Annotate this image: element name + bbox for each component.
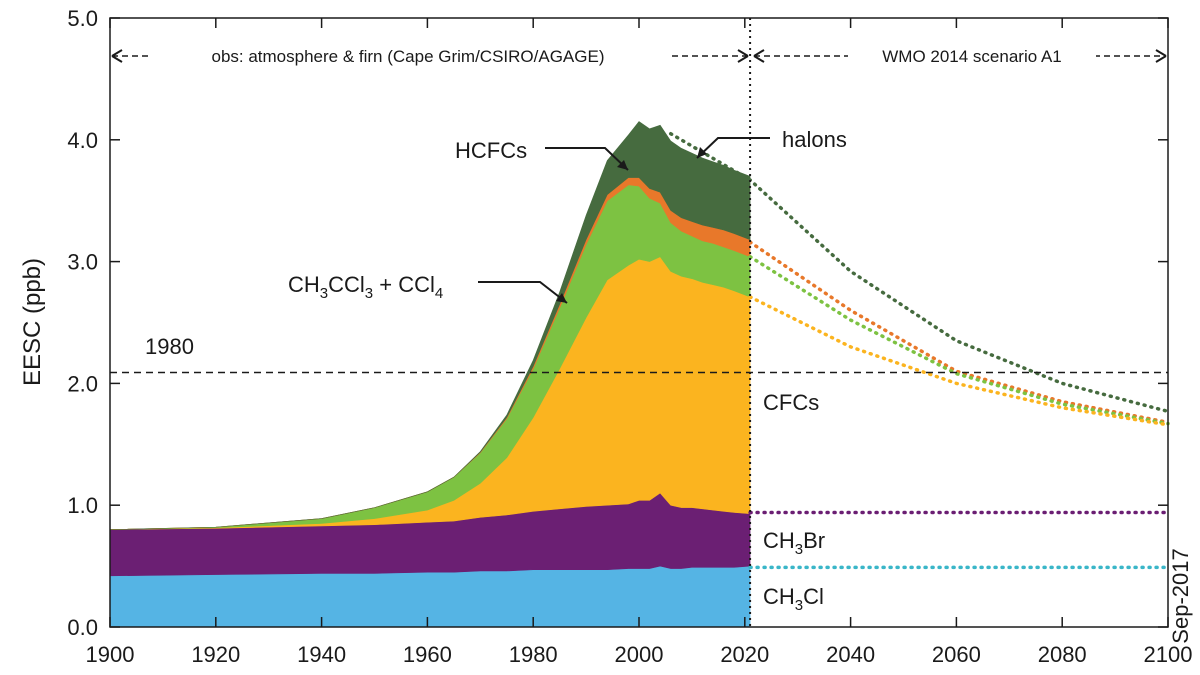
- x-tick-label: 2100: [1144, 642, 1193, 667]
- y-axis-label: EESC (ppb): [19, 258, 46, 386]
- y-tick-label: 4.0: [67, 128, 98, 153]
- x-tick-label: 1920: [191, 642, 240, 667]
- y-tick-label: 3.0: [67, 250, 98, 275]
- projection-ch3ccl3-top: [748, 254, 1170, 426]
- area-cfcs: [109, 256, 751, 530]
- reference-1980-label: 1980: [145, 334, 194, 359]
- scenario-span-label-bg: [848, 42, 1096, 70]
- ch3cl-label: CH3Cl: [763, 584, 824, 614]
- y-tick-label: 0.0: [67, 615, 98, 640]
- halons-arrowhead: [697, 147, 707, 158]
- ch3ccl3-ccl4-label: CH3CCl3 + CCl4: [288, 272, 443, 302]
- hcfcs-arrowhead: [617, 160, 628, 170]
- projection-hcfcs-top: [748, 240, 1170, 425]
- scenario-span-arrows: [753, 49, 1167, 63]
- x-tick-label: 2060: [932, 642, 981, 667]
- projection-lines: [668, 131, 1170, 570]
- y-tick-label: 5.0: [67, 6, 98, 31]
- area-halons: [109, 121, 751, 530]
- x-tick-label: 1900: [86, 642, 135, 667]
- ch3ccl3-ccl4-arrow: [478, 281, 568, 304]
- ch3br-label: CH3Br: [763, 528, 825, 558]
- scenario-span-label: WMO 2014 scenario A1: [882, 47, 1062, 66]
- projection-cfcs-top: [748, 295, 1170, 427]
- ch3ccl3-ccl4-arrowhead: [556, 293, 567, 303]
- y-tick-label: 1.0: [67, 493, 98, 518]
- period-spans: obs: atmosphere & firn (Cape Grim/CSIRO/…: [111, 42, 1167, 70]
- y-tick-label: 2.0: [67, 371, 98, 396]
- x-tick-label: 1980: [509, 642, 558, 667]
- halons-label: halons: [782, 127, 847, 152]
- x-tick-label: 2080: [1038, 642, 1087, 667]
- x-tick-label: 1960: [403, 642, 452, 667]
- x-tick-label: 2020: [720, 642, 769, 667]
- cfcs-label: CFCs: [763, 390, 819, 415]
- x-tick-label: 2040: [826, 642, 875, 667]
- x-tick-label: 1940: [297, 642, 346, 667]
- stacked-areas: [109, 121, 751, 628]
- axis-ticks: 1900 1920 1940 1960 1980 2000 2020 2040 2060 2080…: [67, 6, 1192, 667]
- area-ch3cl: [109, 565, 751, 628]
- date-stamp: Sep-2017: [1168, 548, 1193, 643]
- observed-span-label-bg: [148, 42, 668, 70]
- hcfcs-label: HCFCs: [455, 138, 527, 163]
- observed-span-arrows: [111, 49, 749, 63]
- x-tick-label: 2000: [615, 642, 664, 667]
- observed-span-label: obs: atmosphere & firn (Cape Grim/CSIRO/…: [211, 47, 604, 66]
- projection-total: [668, 131, 1170, 414]
- hcfcs-arrow: [545, 147, 629, 171]
